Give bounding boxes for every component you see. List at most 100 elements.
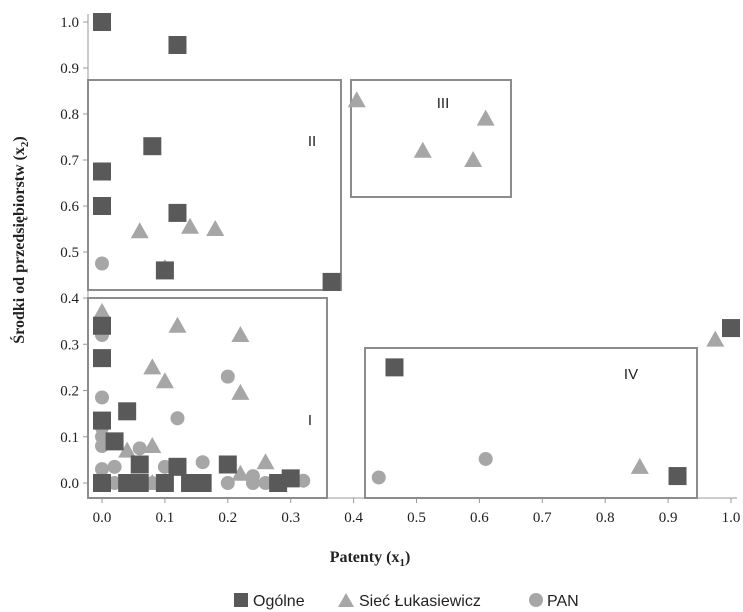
- point-triangle: [256, 453, 275, 470]
- x-tick-label: 0.6: [470, 510, 489, 526]
- point-square: [93, 349, 111, 368]
- region-label-i: I: [308, 412, 312, 429]
- point-square: [322, 272, 341, 291]
- y-axis-title: Środki od przedsiębiorstw (x2): [9, 136, 31, 343]
- y-tick-label: 0.0: [60, 476, 79, 492]
- point-triangle: [231, 383, 250, 400]
- y-tick-label: 0.5: [60, 245, 79, 261]
- point-circle: [95, 390, 109, 405]
- point-square: [668, 467, 687, 486]
- legend-triangle-marker: [338, 593, 354, 607]
- point-triangle: [143, 358, 162, 375]
- point-circle: [95, 462, 109, 477]
- x-axis-title: Patenty (x1): [330, 549, 411, 569]
- point-triangle: [168, 316, 187, 333]
- x-tick-label: 0.4: [344, 510, 363, 526]
- y-tick-label: 0.7: [60, 153, 79, 169]
- point-circle: [107, 459, 122, 474]
- x-tick-label: 0.8: [596, 510, 615, 526]
- point-square: [218, 455, 237, 474]
- point-circle: [245, 476, 260, 490]
- legend: Ogólne Sieć Łukasiewicz PAN: [234, 593, 579, 610]
- point-triangle: [630, 457, 649, 474]
- point-square: [168, 36, 187, 54]
- point-circle: [132, 441, 147, 456]
- region-box-ii: [87, 79, 342, 291]
- region-label-iii: III: [437, 95, 450, 112]
- point-square: [168, 457, 187, 476]
- data-points: [93, 13, 740, 492]
- point-square: [93, 197, 111, 215]
- point-square: [281, 469, 300, 488]
- point-circle: [95, 439, 109, 453]
- x-tick-label: 1.0: [722, 510, 741, 526]
- point-triangle: [706, 330, 725, 347]
- point-square: [168, 203, 187, 222]
- point-circle: [371, 470, 386, 485]
- point-square: [143, 137, 162, 156]
- point-square: [105, 432, 124, 451]
- x-tick-label: 0.5: [407, 510, 426, 526]
- point-triangle: [143, 437, 162, 453]
- region-box-iv: [364, 347, 698, 499]
- point-square: [130, 455, 149, 474]
- point-square: [93, 13, 111, 31]
- point-circle: [95, 256, 109, 271]
- y-tick-label: 0.1: [60, 430, 79, 446]
- y-tick-label: 0.6: [60, 199, 79, 215]
- point-triangle: [206, 220, 225, 236]
- y-tick-label: 0.4: [60, 291, 79, 307]
- x-tick-label: 0.7: [533, 510, 552, 526]
- point-square: [385, 358, 404, 377]
- legend-square-marker: [234, 593, 248, 607]
- x-tick-label: 0.2: [218, 510, 237, 526]
- x-tick-label: 0.9: [659, 510, 678, 526]
- point-triangle: [231, 326, 250, 342]
- region-box-iii: [350, 79, 512, 198]
- legend-circle-marker: [529, 593, 543, 607]
- legend-label-siec-lukasiewicz: Sieć Łukasiewicz: [359, 593, 481, 610]
- point-triangle: [476, 109, 495, 126]
- point-circle: [107, 476, 122, 490]
- axes: [83, 14, 737, 503]
- region-label-ii: II: [308, 133, 316, 150]
- y-tick-label: 0.3: [60, 337, 79, 353]
- point-square: [93, 316, 111, 335]
- point-triangle: [93, 302, 111, 319]
- y-tick-label: 1.0: [60, 15, 79, 31]
- point-square: [118, 402, 137, 421]
- tick-labels: 0.0 0.1 0.2 0.3 0.4 0.5 0.6 0.7 0.8 0.9 1.0 1.0 0.9 0…: [60, 15, 740, 526]
- point-square: [155, 474, 174, 492]
- point-square: [93, 474, 111, 492]
- point-circle: [157, 459, 172, 474]
- point-circle: [296, 473, 311, 488]
- point-triangle: [118, 441, 137, 458]
- point-square: [722, 319, 740, 338]
- legend-label-ogolne: Ogólne: [253, 593, 305, 610]
- y-tick-label: 0.2: [60, 384, 79, 400]
- point-triangle: [413, 141, 432, 158]
- y-tick-label: 0.9: [60, 61, 79, 77]
- x-tick-label: 0.3: [281, 510, 300, 526]
- x-tick-label: 0.0: [93, 510, 112, 526]
- point-square: [155, 261, 174, 280]
- point-circle: [195, 455, 210, 470]
- point-circle: [478, 451, 493, 466]
- legend-label-pan: PAN: [547, 593, 579, 610]
- region-label-iv: IV: [624, 366, 638, 383]
- point-triangle: [231, 464, 250, 481]
- point-triangle: [464, 151, 483, 167]
- point-square: [93, 411, 111, 430]
- point-circle: [258, 476, 273, 490]
- point-triangle: [181, 217, 200, 234]
- point-square: [130, 474, 149, 492]
- point-triangle: [130, 222, 149, 239]
- point-triangle: [155, 372, 174, 389]
- point-circle: [220, 476, 235, 490]
- point-circle: [170, 411, 185, 426]
- region-box-i: [87, 297, 328, 499]
- y-tick-label: 0.8: [60, 107, 79, 123]
